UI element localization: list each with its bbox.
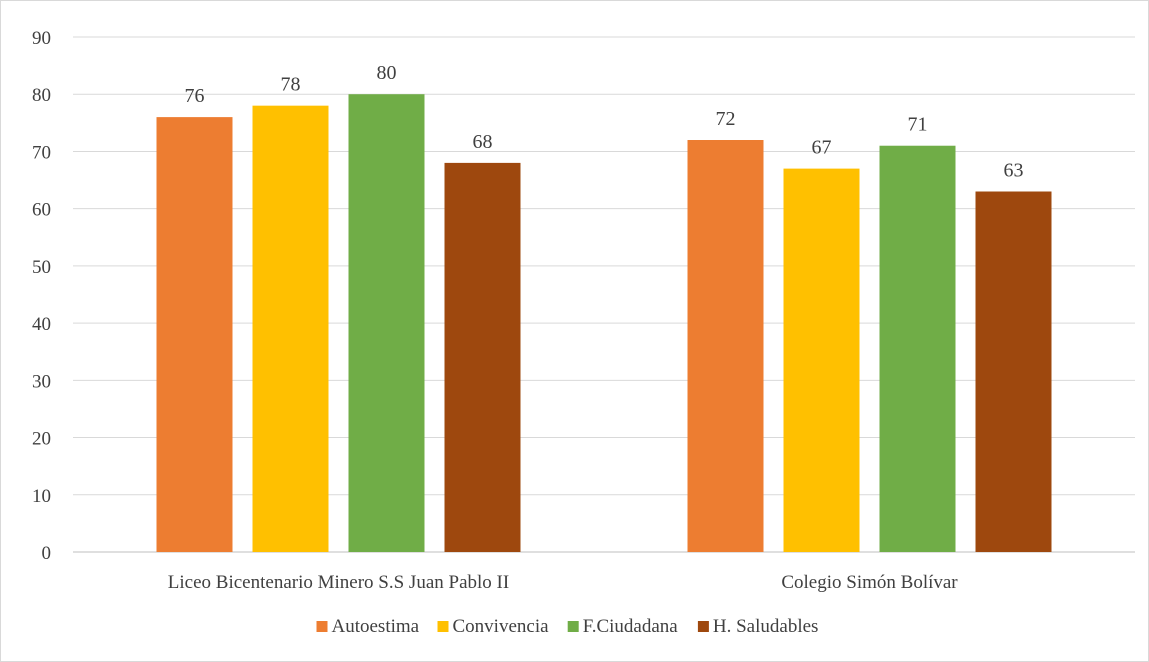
- data-label: 71: [908, 114, 928, 136]
- y-tick-label: 20: [32, 429, 51, 450]
- legend-swatch: [437, 621, 449, 632]
- bar: [975, 191, 1052, 552]
- data-label: 72: [716, 108, 736, 130]
- data-label: 68: [473, 131, 493, 153]
- y-tick-label: 10: [32, 486, 51, 507]
- bar: [687, 140, 764, 552]
- data-label: 80: [377, 62, 397, 84]
- legend-swatch: [697, 621, 709, 632]
- data-label: 76: [185, 85, 205, 107]
- bar: [156, 117, 233, 552]
- y-tick-label: 40: [32, 314, 51, 335]
- bar: [252, 105, 329, 553]
- data-label: 63: [1004, 160, 1024, 182]
- y-tick-label: 50: [32, 257, 51, 278]
- legend-swatch: [567, 621, 579, 632]
- data-label: 67: [812, 137, 832, 159]
- bar: [783, 168, 860, 552]
- legend-label: Autoestima: [332, 616, 420, 637]
- y-tick-label: 70: [32, 142, 51, 163]
- bar: [879, 145, 956, 552]
- legend-label: F.Ciudadana: [583, 616, 679, 637]
- y-tick-label: 90: [32, 28, 51, 49]
- legend-label: H. Saludables: [713, 616, 819, 637]
- y-tick-label: 0: [42, 543, 52, 564]
- legend-label: Convivencia: [453, 616, 550, 637]
- y-tick-label: 80: [32, 85, 51, 106]
- data-label: 78: [281, 74, 301, 96]
- bar: [348, 94, 425, 552]
- category-label: Colegio Simón Bolívar: [781, 572, 958, 593]
- y-tick-label: 60: [32, 200, 51, 221]
- category-label: Liceo Bicentenario Minero S.S Juan Pablo…: [168, 572, 509, 593]
- bar: [444, 162, 521, 552]
- y-tick-label: 30: [32, 371, 51, 392]
- legend-swatch: [316, 621, 328, 632]
